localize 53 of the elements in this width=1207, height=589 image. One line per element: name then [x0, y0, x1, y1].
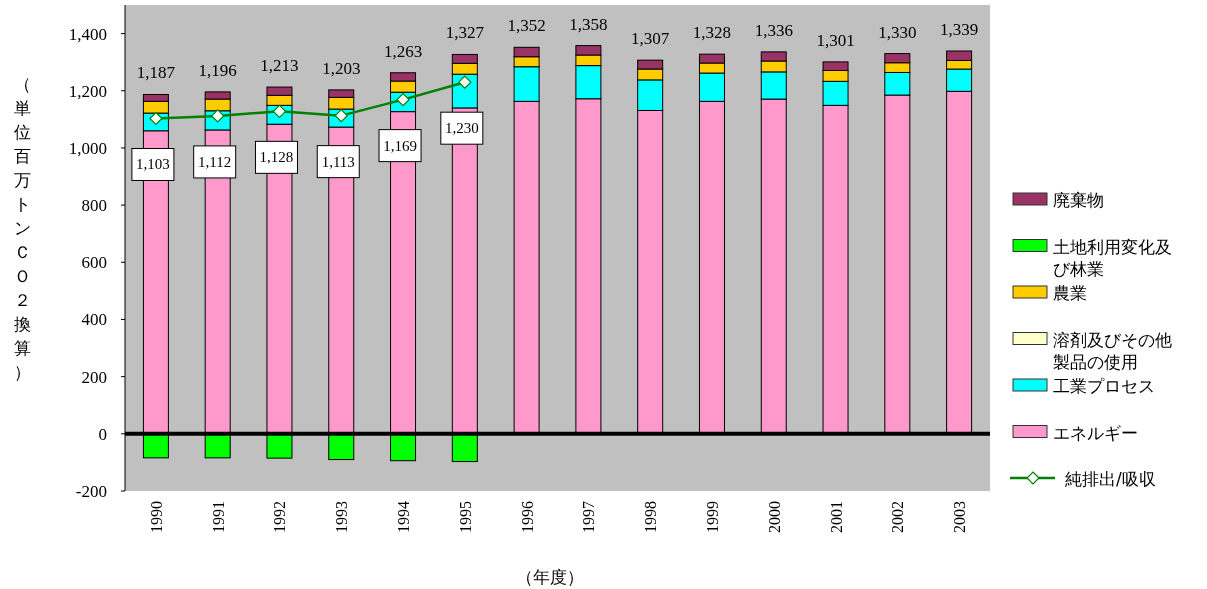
data-label: 1,103	[136, 156, 170, 173]
annotation: 1,263	[383, 41, 423, 61]
annotation: 1,301	[816, 30, 855, 50]
legend-label: 溶剤及びその他製品の使用	[1053, 329, 1172, 372]
annotation: 1,307	[631, 29, 670, 49]
y-tick-label: 800	[81, 196, 107, 216]
x-tick-label: 1997	[580, 501, 598, 533]
x-tick-label: 2001	[827, 501, 845, 533]
y-tick-label: 1,400	[68, 24, 107, 44]
point	[458, 75, 472, 89]
y-tick-label: -200	[75, 482, 107, 501]
x-tick-label: 2000	[765, 501, 783, 533]
x-tick-label: 1996	[518, 501, 536, 533]
annotation: 1,352	[507, 16, 546, 36]
x-tick-label: 1990	[147, 501, 165, 533]
y-tick-label: 1,000	[68, 138, 107, 158]
x-tick-label: 1991	[209, 501, 227, 533]
y-tick-label: 1,200	[68, 81, 107, 101]
annotation: 1,196	[198, 60, 237, 80]
annotation: 1,358	[569, 14, 608, 34]
legend-label: 土地利用変化及び林業	[1053, 236, 1172, 279]
data-label: 1,112	[198, 153, 232, 170]
data-label: 1,169	[383, 137, 417, 154]
annotation: 1,330	[878, 22, 917, 42]
x-tick-label: 1994	[395, 501, 413, 533]
x-tick-label: 2003	[951, 501, 969, 533]
y-tick-label: 400	[81, 310, 107, 330]
annotation: 1,339	[939, 20, 979, 40]
legend-label: エネルギー	[1053, 422, 1138, 443]
x-tick-label: 1995	[456, 501, 474, 533]
annotation: 1,203	[322, 58, 361, 78]
y-tick-label: 200	[81, 367, 107, 387]
text: （単位百万トンＣＯ２換算）	[13, 74, 31, 382]
data-label: 1,128	[259, 149, 294, 166]
annotation: 1,328	[692, 23, 732, 43]
annotation: 1,327	[445, 23, 485, 43]
x-tick-label: 1999	[703, 501, 721, 533]
data-label: 1,113	[321, 153, 355, 170]
y-tick-label: 0	[98, 424, 107, 444]
legend-label: 純排出/吸収	[1065, 469, 1156, 489]
annotation: 1,187	[136, 63, 176, 83]
x-axis-title: （年度）	[515, 567, 584, 587]
annotation: 1,336	[754, 20, 793, 40]
x-tick-label: 2002	[889, 501, 907, 533]
x-tick-label: 1993	[333, 501, 351, 533]
legend-label: 工業プロセス	[1053, 376, 1155, 396]
x-tick-label: 1998	[642, 501, 660, 533]
x-tick-label: 1992	[271, 501, 289, 533]
legend-label: 廃棄物	[1053, 190, 1104, 210]
annotation: 1,213	[260, 56, 299, 76]
data-label: 1,230	[444, 120, 479, 137]
legend-label: 農業	[1053, 283, 1087, 303]
y-tick-label: 600	[81, 253, 107, 273]
